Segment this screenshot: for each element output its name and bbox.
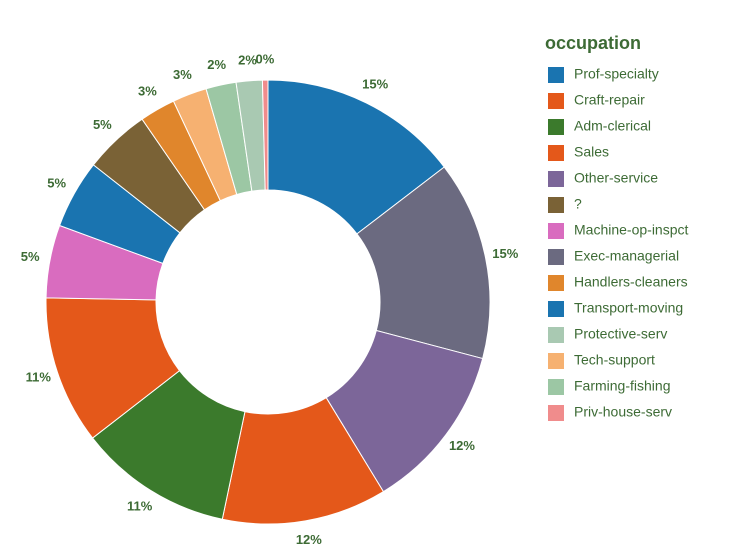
legend-label: Sales: [574, 144, 609, 160]
legend-swatch: [548, 67, 564, 83]
slice: [267, 79, 445, 235]
slice-label: 5%: [21, 249, 40, 264]
legend-swatch: [548, 301, 564, 317]
slice-label: 2%: [207, 57, 226, 72]
legend-swatch: [548, 119, 564, 135]
legend-swatch: [548, 275, 564, 291]
slice-label: 5%: [93, 117, 112, 132]
slice: [356, 166, 491, 360]
slice-label: 5%: [47, 176, 66, 191]
slice-label: 12%: [296, 532, 322, 547]
legend-label: Handlers-cleaners: [574, 274, 688, 290]
slice: [261, 79, 269, 191]
legend-label: Other-service: [574, 170, 658, 186]
legend-label: ?: [574, 196, 582, 212]
legend-swatch: [548, 93, 564, 109]
slice-label: 15%: [362, 76, 388, 91]
slice-label: 3%: [138, 84, 157, 99]
legend-label: Farming-fishing: [574, 378, 670, 394]
legend-swatch: [548, 353, 564, 369]
legend-swatch: [548, 223, 564, 239]
legend-swatch: [548, 145, 564, 161]
legend-label: Adm-clerical: [574, 118, 651, 134]
legend-swatch: [548, 197, 564, 213]
legend-label: Prof-specialty: [574, 66, 659, 82]
slice-label: 11%: [26, 370, 52, 385]
legend-label: Exec-managerial: [574, 248, 679, 264]
slice-label: 12%: [449, 438, 475, 453]
legend-label: Craft-repair: [574, 92, 645, 108]
slice-label: 11%: [127, 499, 153, 514]
legend-swatch: [548, 171, 564, 187]
legend-label: Priv-house-serv: [574, 404, 672, 420]
slice-label: 2%: [238, 52, 257, 67]
slice-label: 3%: [173, 67, 192, 82]
legend-label: Protective-serv: [574, 326, 667, 342]
slice-label: 15%: [492, 246, 518, 261]
legend-title: occupation: [545, 33, 641, 53]
legend-swatch: [548, 249, 564, 265]
legend-label: Transport-moving: [574, 300, 683, 316]
legend-swatch: [548, 405, 564, 421]
legend-label: Machine-op-inspct: [574, 222, 688, 238]
legend-label: Tech-support: [574, 352, 655, 368]
legend-swatch: [548, 327, 564, 343]
slice-label: 0%: [256, 51, 275, 66]
legend-swatch: [548, 379, 564, 395]
